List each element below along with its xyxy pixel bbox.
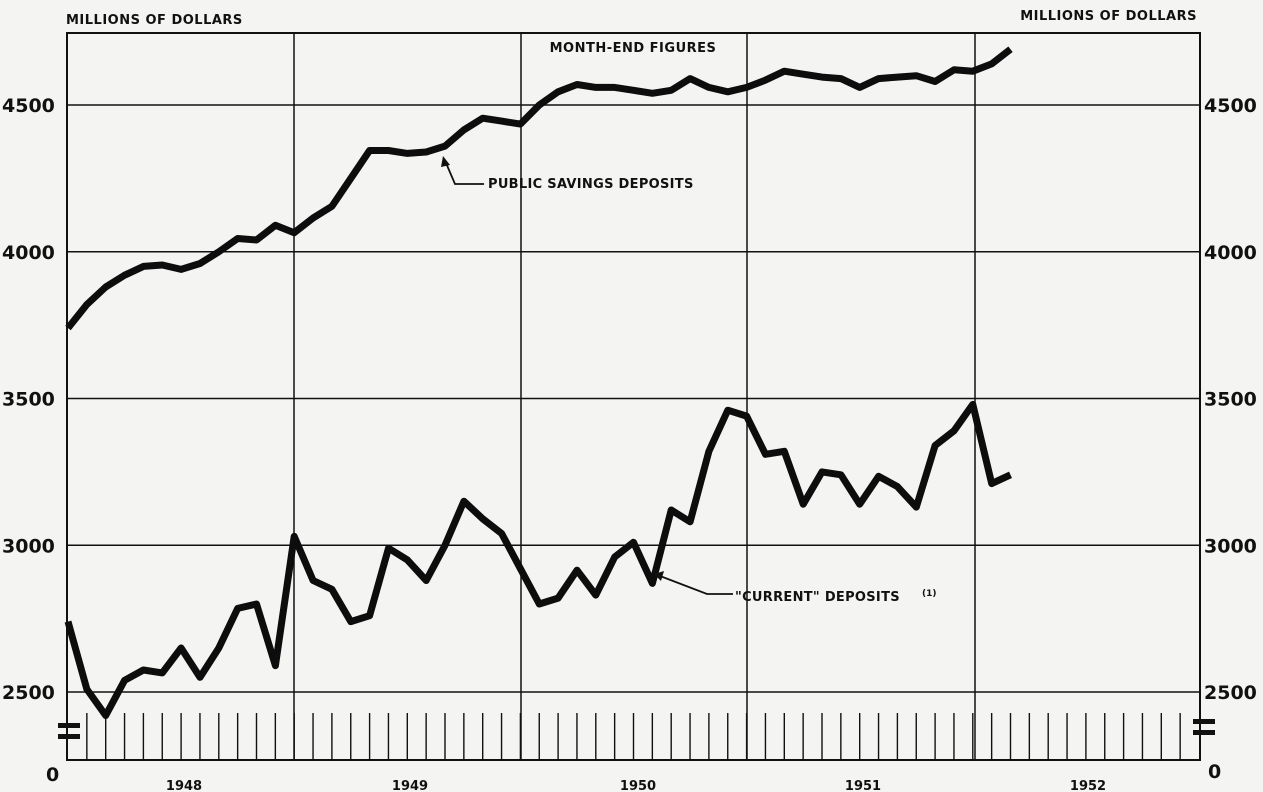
right-y-axis-label: MILLIONS OF DOLLARS	[1020, 9, 1197, 24]
left-y-tick-label: 3000	[2, 535, 55, 557]
plot-frame	[66, 32, 1201, 761]
current-arrowhead-icon	[654, 571, 664, 581]
current-deposits-series-line	[64, 400, 1012, 719]
year-label: 1949	[392, 779, 428, 792]
current-annotation: "CURRENT" DEPOSITS (1)	[654, 571, 937, 605]
left-y-axis-label: MILLIONS OF DOLLARS	[66, 13, 243, 28]
chart-title: MONTH-END FIGURES	[550, 41, 717, 56]
savings-arrowhead-icon	[441, 156, 450, 167]
year-label: 1948	[166, 779, 202, 792]
left-y-tick-label: 2500	[2, 682, 55, 704]
left-axis-break-icon	[58, 723, 80, 739]
savings-annotation: PUBLIC SAVINGS DEPOSITS	[441, 156, 694, 192]
right-y-tick-label: 3000	[1204, 535, 1257, 557]
year-label: 1952	[1070, 779, 1106, 792]
public-savings-series-line	[65, 46, 1013, 331]
right-zero-label: 0	[1208, 761, 1221, 783]
series-layer	[64, 46, 1013, 719]
month-tick-layer	[86, 713, 1181, 760]
year-label: 1951	[845, 779, 881, 792]
savings-series-label: PUBLIC SAVINGS DEPOSITS	[488, 177, 694, 192]
left-y-tick-labels: 2500 3000 3500 4000 4500	[2, 95, 55, 704]
right-y-tick-label: 4500	[1204, 95, 1257, 117]
x-year-labels: 1948 1949 1950 1951 1952	[166, 779, 1106, 792]
right-axis-break-icon	[1193, 719, 1215, 735]
left-zero-label: 0	[46, 764, 59, 786]
left-y-tick-label: 3500	[2, 389, 55, 411]
current-annotation-leader	[659, 575, 733, 595]
savings-annotation-leader	[445, 162, 484, 185]
grid-layer	[66, 32, 1201, 761]
current-footnote-marker: (1)	[922, 589, 937, 599]
right-y-tick-label: 4000	[1204, 242, 1257, 264]
year-label: 1950	[620, 779, 656, 792]
left-y-tick-label: 4500	[2, 95, 55, 117]
right-y-tick-labels: 2500 3000 3500 4000 4500	[1204, 95, 1257, 704]
right-y-tick-label: 3500	[1204, 389, 1257, 411]
right-y-tick-label: 2500	[1204, 682, 1257, 704]
left-y-tick-label: 4000	[2, 242, 55, 264]
current-series-label: "CURRENT" DEPOSITS	[735, 590, 900, 605]
